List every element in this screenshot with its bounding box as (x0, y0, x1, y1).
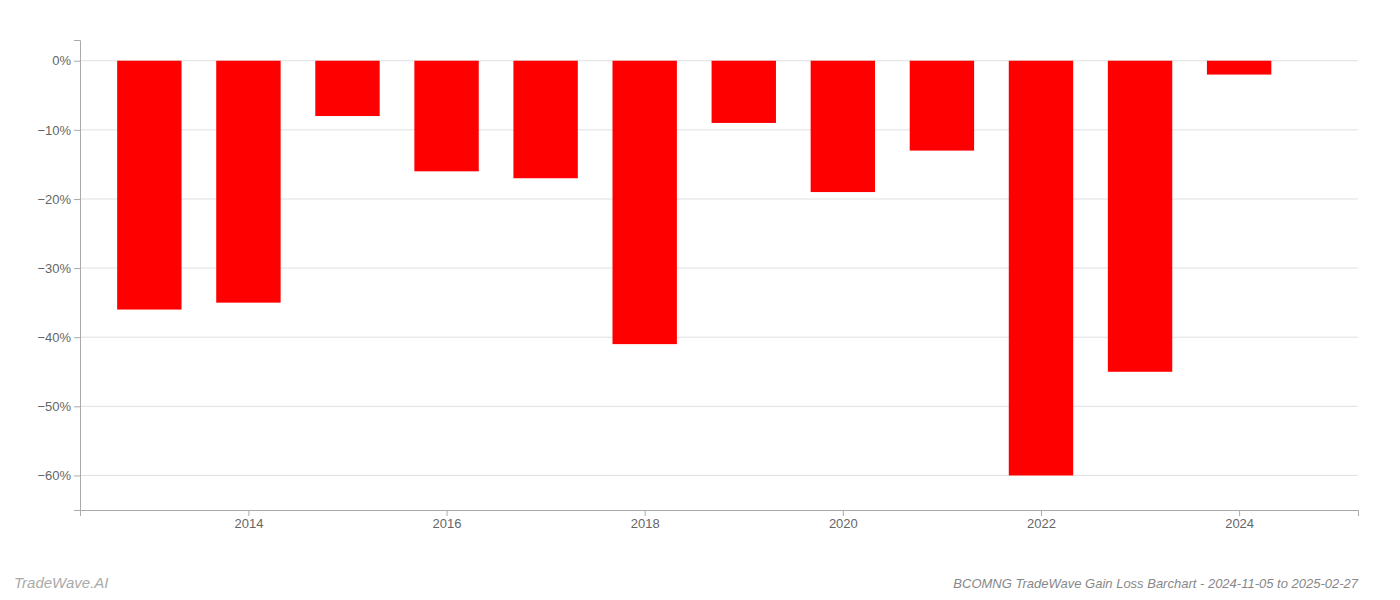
tick-label: 2020 (829, 516, 858, 531)
tick-label: 2014 (234, 516, 263, 531)
tick-mark (248, 510, 249, 516)
bar (315, 61, 379, 116)
tick: 2022 (1027, 510, 1056, 531)
bar (513, 61, 577, 179)
tick-mark (74, 130, 80, 131)
bar (1207, 61, 1271, 75)
tick: −20% (37, 192, 80, 207)
tick-mark (74, 61, 80, 62)
tick-label: 2024 (1225, 516, 1254, 531)
grid (80, 61, 1358, 476)
tick-mark (74, 199, 80, 200)
tick-label: 2018 (631, 516, 660, 531)
tick-label: −40% (37, 330, 71, 345)
bar (117, 61, 181, 310)
tick: −30% (37, 261, 80, 276)
tick-mark (1041, 510, 1042, 516)
axis-line (74, 41, 81, 511)
axis-line (81, 511, 1359, 517)
tick-label: 2016 (433, 516, 462, 531)
tick-label: −10% (37, 123, 71, 138)
tick-mark (843, 510, 844, 516)
tick-mark (74, 406, 80, 407)
tick-mark (74, 337, 80, 338)
tick-mark (447, 510, 448, 516)
chart-container: 0%−10%−20%−30%−40%−50%−60%20142016201820… (0, 0, 1400, 600)
tick: 0% (52, 53, 80, 68)
title: BCOMNG TradeWave Gain Loss Barchart - 20… (953, 576, 1358, 591)
bar (216, 61, 280, 303)
tick-label: 0% (52, 53, 71, 68)
tick-mark (645, 510, 646, 516)
tick-label: −60% (37, 468, 71, 483)
bar (613, 61, 677, 344)
bar (1108, 61, 1172, 372)
annotation: TradeWave.AI (14, 574, 108, 591)
tick: 2018 (631, 510, 660, 531)
tick: 2016 (433, 510, 462, 531)
tick-mark (74, 268, 80, 269)
tick-label: −20% (37, 192, 71, 207)
tick: 2014 (234, 510, 263, 531)
tick: 2020 (829, 510, 858, 531)
bar (811, 61, 875, 192)
tick: −40% (37, 330, 80, 345)
bar (910, 61, 974, 151)
tick-label: −50% (37, 399, 71, 414)
tick: −60% (37, 468, 80, 483)
tick-mark (1239, 510, 1240, 516)
tick: 2024 (1225, 510, 1254, 531)
tick: −50% (37, 399, 80, 414)
bar (414, 61, 478, 172)
plot-area: 0%−10%−20%−30%−40%−50%−60%20142016201820… (37, 41, 1358, 532)
tick-label: 2022 (1027, 516, 1056, 531)
grid-line (80, 475, 1358, 476)
tick-label: −30% (37, 261, 71, 276)
y-axis: 0% −10% −20% −30% −40% −50% −60% (37, 41, 80, 511)
chart-svg: 0%−10%−20%−30%−40%−50%−60%20142016201820… (0, 0, 1400, 600)
bar (1009, 61, 1073, 476)
x-axis: 2014 2016 2018 2020 2022 2024 (81, 510, 1359, 531)
tick-mark (74, 475, 80, 476)
grid-line (80, 406, 1358, 407)
bar (712, 61, 776, 123)
bars (117, 61, 1271, 476)
tick: −10% (37, 123, 80, 138)
